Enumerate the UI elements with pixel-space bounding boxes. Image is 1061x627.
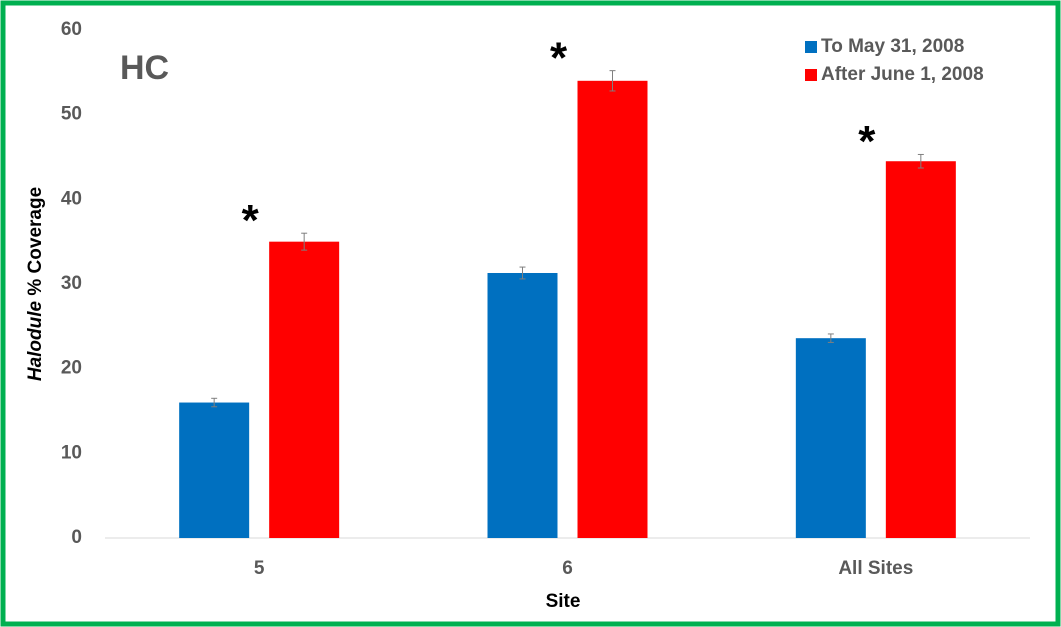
y-tick-label: 40	[61, 188, 82, 209]
x-tick-label: All Sites	[838, 558, 913, 579]
significance-marker: *	[550, 33, 568, 82]
bar	[269, 241, 340, 538]
bar	[179, 402, 250, 538]
bar	[795, 338, 866, 538]
y-tick-label: 50	[61, 104, 82, 125]
y-tick-label: 60	[61, 19, 82, 40]
bar	[885, 161, 956, 538]
y-tick-label: 10	[61, 442, 82, 463]
bar	[487, 272, 558, 538]
error-bar	[827, 333, 834, 343]
error-bar	[917, 153, 924, 169]
panel-label: HC	[120, 49, 169, 87]
legend-label: To May 31, 2008	[821, 36, 964, 57]
x-tick-label: 6	[562, 558, 573, 579]
y-tick-label: 30	[61, 273, 82, 294]
error-bar	[211, 397, 218, 408]
y-tick-label: 20	[61, 358, 82, 379]
error-bar	[609, 70, 616, 92]
x-axis-title: Site	[546, 591, 581, 612]
bar	[577, 80, 648, 539]
legend-swatch	[805, 41, 817, 53]
y-axis-title-rest: % Coverage	[25, 187, 46, 296]
error-bar	[519, 266, 526, 280]
x-tick-label: 5	[254, 558, 265, 579]
legend-label: After June 1, 2008	[821, 64, 984, 85]
error-bar	[301, 232, 308, 251]
y-axis-title: Halodule % Coverage	[25, 187, 46, 381]
significance-marker: *	[858, 117, 876, 166]
significance-marker: *	[242, 196, 260, 245]
y-tick-label: 0	[71, 527, 82, 548]
y-axis-title-italic: Halodule	[25, 300, 46, 381]
legend-swatch	[805, 69, 817, 81]
